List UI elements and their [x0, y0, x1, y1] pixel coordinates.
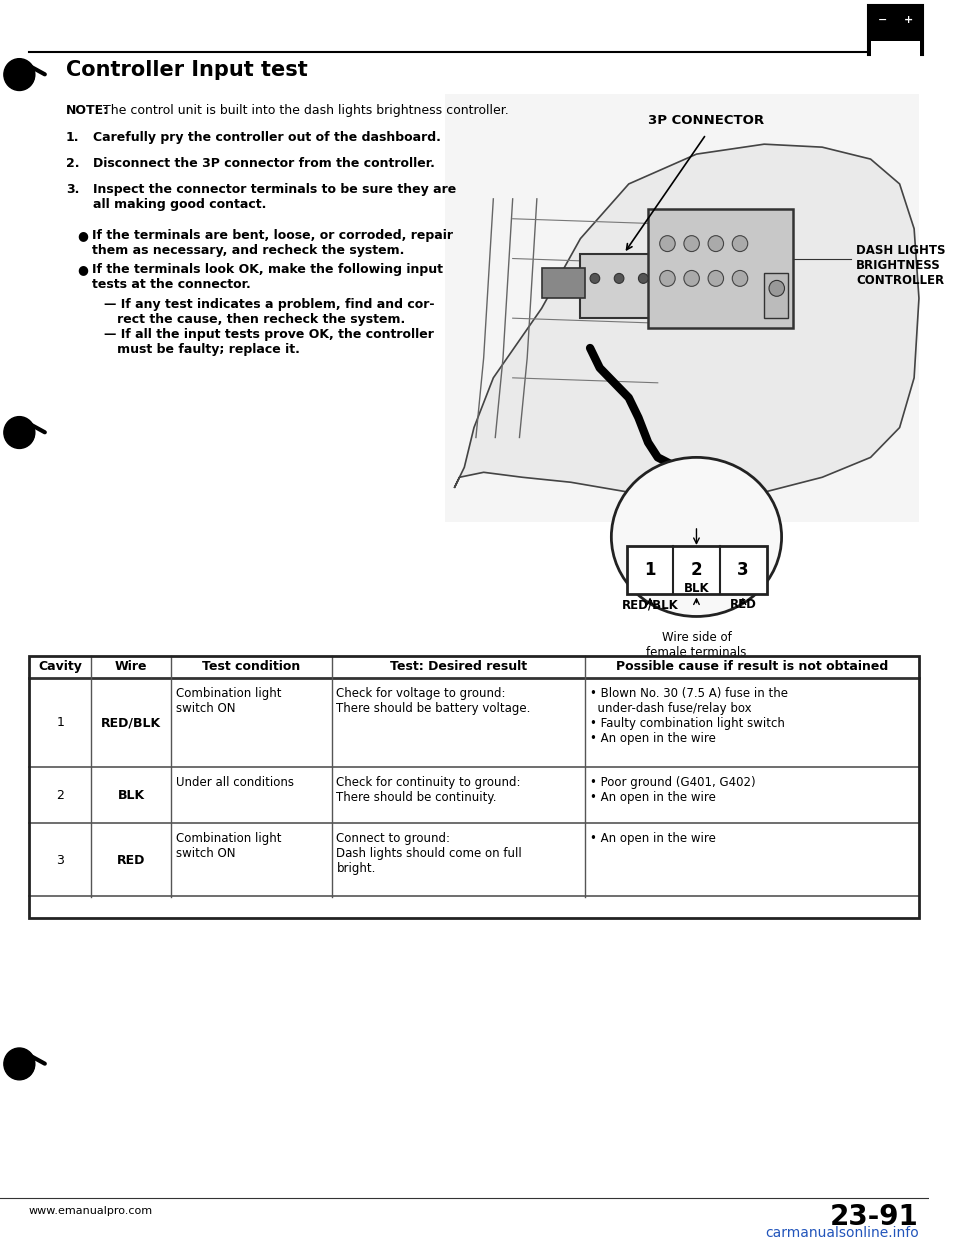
Bar: [445, 94, 919, 522]
Ellipse shape: [612, 457, 781, 616]
Text: — If any test indicates a problem, find and cor-
   rect the cause, then recheck: — If any test indicates a problem, find …: [105, 298, 435, 327]
Circle shape: [684, 271, 700, 287]
Bar: [29, 768, 919, 823]
Bar: [29, 825, 919, 895]
Text: carmanualsonline.info: carmanualsonline.info: [765, 1226, 919, 1240]
Text: RED/BLK: RED/BLK: [622, 599, 679, 611]
Circle shape: [4, 58, 35, 91]
Bar: [871, 41, 920, 70]
Text: The control unit is built into the dash lights brightness controller.: The control unit is built into the dash …: [95, 104, 509, 118]
Circle shape: [708, 271, 724, 287]
Bar: [627, 546, 767, 594]
Circle shape: [638, 273, 648, 283]
Bar: [868, 5, 923, 55]
Text: 3: 3: [57, 853, 64, 867]
Bar: [29, 656, 919, 918]
Text: 1: 1: [644, 560, 656, 579]
Circle shape: [660, 271, 675, 287]
Text: 23-91: 23-91: [830, 1203, 919, 1231]
Text: DASH LIGHTS
BRIGHTNESS
CONTROLLER: DASH LIGHTS BRIGHTNESS CONTROLLER: [856, 243, 946, 287]
Text: 2.: 2.: [66, 156, 80, 170]
Text: Test: Desired result: Test: Desired result: [390, 661, 527, 673]
Text: • Blown No. 30 (7.5 A) fuse in the
  under-dash fuse/relay box
• Faulty combinat: • Blown No. 30 (7.5 A) fuse in the under…: [590, 687, 788, 745]
Bar: [581, 253, 667, 318]
Circle shape: [4, 416, 35, 448]
Text: BODY: BODY: [876, 50, 915, 62]
Text: Test condition: Test condition: [203, 661, 300, 673]
Circle shape: [660, 236, 675, 252]
Circle shape: [684, 236, 700, 252]
Text: • An open in the wire: • An open in the wire: [590, 832, 716, 846]
Text: Connect to ground:
Dash lights should come on full
bright.: Connect to ground: Dash lights should co…: [336, 832, 522, 876]
Circle shape: [590, 273, 600, 283]
Text: If the terminals are bent, loose, or corroded, repair
them as necessary, and rec: If the terminals are bent, loose, or cor…: [92, 229, 453, 257]
Text: Possible cause if result is not obtained: Possible cause if result is not obtained: [616, 661, 888, 673]
Text: Check for continuity to ground:
There should be continuity.: Check for continuity to ground: There sh…: [336, 775, 521, 804]
Text: RED/BLK: RED/BLK: [102, 717, 161, 729]
Text: ●: ●: [78, 229, 88, 242]
Text: RED: RED: [117, 853, 146, 867]
Circle shape: [732, 271, 748, 287]
Text: BLK: BLK: [118, 789, 145, 802]
Text: Wire side of
female terminals: Wire side of female terminals: [646, 631, 747, 660]
Text: 1.: 1.: [66, 132, 80, 144]
Circle shape: [708, 236, 724, 252]
Text: • Poor ground (G401, G402)
• An open in the wire: • Poor ground (G401, G402) • An open in …: [590, 775, 756, 804]
Text: Carefully pry the controller out of the dashboard.: Carefully pry the controller out of the …: [93, 132, 441, 144]
Bar: [541, 268, 586, 298]
Text: 3P CONNECTOR: 3P CONNECTOR: [648, 114, 764, 128]
Text: — If all the input tests prove OK, the controller
   must be faulty; replace it.: — If all the input tests prove OK, the c…: [105, 328, 434, 356]
Circle shape: [4, 1048, 35, 1079]
Text: Check for voltage to ground:
There should be battery voltage.: Check for voltage to ground: There shoul…: [336, 687, 531, 715]
Text: NOTE:: NOTE:: [66, 104, 108, 118]
Text: 2: 2: [57, 789, 64, 802]
Polygon shape: [455, 144, 919, 497]
Text: RED: RED: [730, 599, 756, 611]
Text: −: −: [877, 15, 887, 25]
Text: Wire: Wire: [115, 661, 148, 673]
Text: Disconnect the 3P connector from the controller.: Disconnect the 3P connector from the con…: [93, 156, 435, 170]
Text: Controller Input test: Controller Input test: [66, 60, 307, 79]
Text: ●: ●: [78, 263, 88, 277]
Bar: [648, 209, 793, 328]
Text: 3.: 3.: [66, 183, 79, 196]
Text: Inspect the connector terminals to be sure they are
all making good contact.: Inspect the connector terminals to be su…: [93, 183, 456, 211]
Text: 2: 2: [690, 560, 703, 579]
Text: 3: 3: [737, 560, 749, 579]
Circle shape: [769, 281, 784, 297]
Text: BLK: BLK: [684, 581, 709, 595]
Text: 1: 1: [57, 717, 64, 729]
Bar: [764, 273, 788, 318]
Text: Combination light
switch ON: Combination light switch ON: [177, 832, 281, 861]
Text: Cavity: Cavity: [38, 661, 83, 673]
Text: www.emanualpro.com: www.emanualpro.com: [29, 1206, 154, 1216]
Bar: [29, 679, 919, 766]
Circle shape: [732, 236, 748, 252]
Circle shape: [614, 273, 624, 283]
Text: If the terminals look OK, make the following input
tests at the connector.: If the terminals look OK, make the follo…: [92, 263, 443, 292]
Text: Under all conditions: Under all conditions: [177, 775, 295, 789]
Text: Combination light
switch ON: Combination light switch ON: [177, 687, 281, 715]
Text: +: +: [904, 15, 913, 25]
